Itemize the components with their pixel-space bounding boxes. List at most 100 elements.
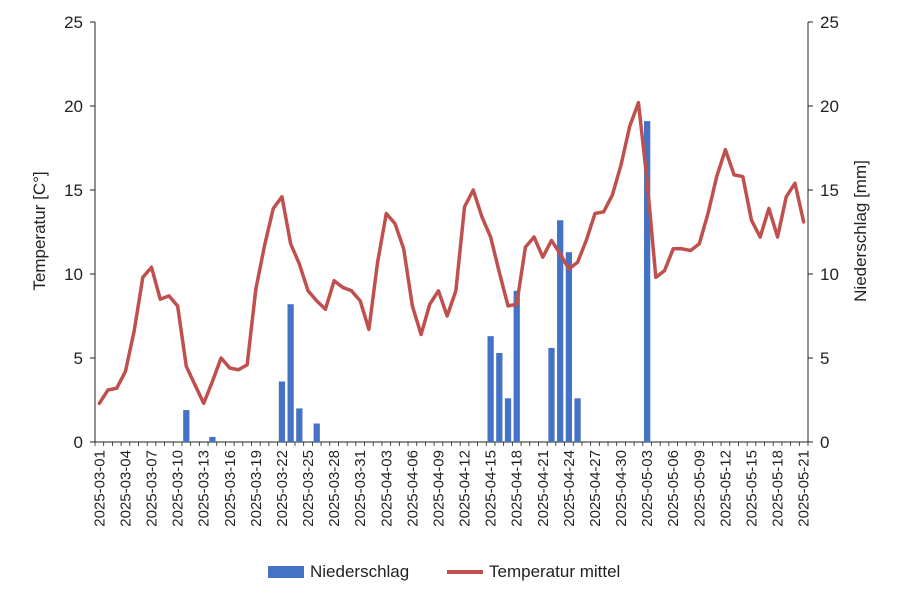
temperature-point [673,248,674,249]
y-left-tick-label: 5 [74,349,83,368]
y-left-tick-label: 10 [64,265,83,284]
temperature-point [420,334,421,335]
x-tick-label: 2025-04-24 [561,450,578,527]
temperature-point [551,240,552,241]
temperature-point [247,364,248,365]
temperature-point [151,267,152,268]
x-tick-label: 2025-03-25 [300,450,317,527]
temperature-point [403,248,404,249]
temperature-point [325,309,326,310]
temperature-point [177,305,178,306]
x-tick-label: 2025-03-10 [170,450,187,527]
temperature-point [107,389,108,390]
temperature-point [777,236,778,237]
temperature-point [542,257,543,258]
temperature-point [751,220,752,221]
temperature-point [203,403,204,404]
x-tick-label: 2025-03-31 [352,450,369,527]
temperature-point [394,223,395,224]
temperature-point [481,216,482,217]
bar-niederschlag [287,304,294,442]
temperature-point [342,287,343,288]
y-right-axis-title: Niederschlag [mm] [851,160,870,302]
temperature-point [273,208,274,209]
y-right-tick-label: 25 [820,13,839,32]
x-tick-label: 2025-05-03 [639,450,656,527]
x-tick-label: 2025-04-15 [483,450,500,527]
bar-niederschlag [313,423,320,442]
temperature-point [212,381,213,382]
temperature-point [255,289,256,290]
temperature-point [438,290,439,291]
bar-niederschlag [644,121,651,443]
x-tick-label: 2025-05-21 [796,450,813,527]
temperature-point [577,262,578,263]
temperature-point [620,164,621,165]
bar-niederschlag [565,252,573,442]
temperature-point [386,213,387,214]
temperature-point [368,329,369,330]
bar-niederschlag [209,436,216,442]
temperature-point [99,403,100,404]
y-right-tick-label: 5 [820,349,829,368]
temperature-point [733,174,734,175]
temperature-point [377,262,378,263]
temperature-point [699,243,700,244]
x-tick-label: 2025-04-09 [430,450,447,527]
temperature-point [786,196,787,197]
temperature-point [281,196,282,197]
x-tick-label: 2025-03-22 [274,450,291,527]
bar-niederschlag [278,381,286,442]
temperature-point [334,280,335,281]
bar-niederschlag [296,408,303,442]
bar-niederschlag [504,398,512,442]
temperature-point [220,357,221,358]
y-left-tick-label: 20 [64,97,83,116]
x-tick-label: 2025-05-12 [717,450,734,527]
temperature-point [290,243,291,244]
x-tick-label: 2025-03-19 [248,450,265,527]
temperature-point [134,331,135,332]
temperature-point [116,388,117,389]
temperature-point [594,213,595,214]
temperature-point [447,315,448,316]
x-tick-label: 2025-04-18 [509,450,526,527]
temperature-point [490,236,491,237]
x-tick-label: 2025-04-21 [535,450,552,527]
x-tick-label: 2025-04-03 [378,450,395,527]
temperature-point [803,221,804,222]
line-temperatur-mittel [97,100,806,406]
temperature-point [525,247,526,248]
temperature-point [655,277,656,278]
temperature-point [534,236,535,237]
temperature-point [725,149,726,150]
temperature-point [664,270,665,271]
y-right-tick-label: 20 [820,97,839,116]
temperature-point [629,126,630,127]
temperature-point [229,367,230,368]
temperature-point [238,369,239,370]
x-tick-label: 2025-04-12 [457,450,474,527]
temperature-point [499,272,500,273]
temperature-point [307,290,308,291]
bar-niederschlag [557,220,564,442]
temperature-point [760,236,761,237]
y-left-tick-label: 15 [64,181,83,200]
y-left-tick-label: 0 [74,433,83,452]
x-tick-label: 2025-03-04 [117,450,134,527]
temperature-point [455,290,456,291]
x-tick-label: 2025-05-15 [743,450,760,527]
bar-niederschlag [183,410,190,442]
y-right-tick-label: 0 [820,433,829,452]
temperature-point [794,183,795,184]
x-tick-label: 2025-04-06 [404,450,421,527]
temperature-point [603,211,604,212]
temperature-point [638,102,639,103]
x-tick-label: 2025-05-18 [770,450,787,527]
temperature-point [194,384,195,385]
temperature-point [160,299,161,300]
temperature-point [560,253,561,254]
temperature-point [264,245,265,246]
